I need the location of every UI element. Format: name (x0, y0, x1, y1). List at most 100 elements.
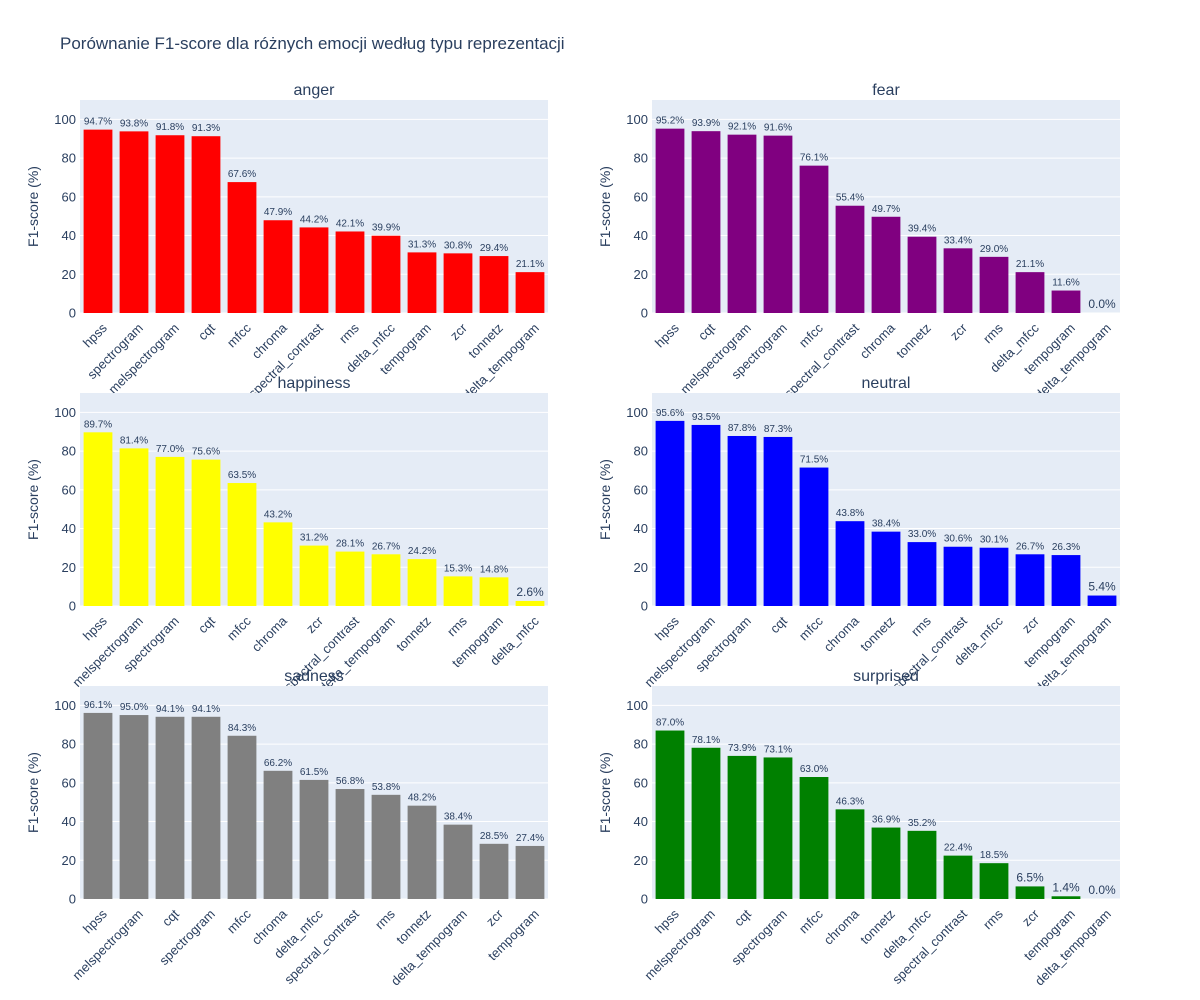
bar (979, 547, 1009, 606)
data-label: 63.5% (228, 470, 256, 481)
bar (155, 135, 185, 313)
bar (515, 600, 545, 606)
x-tick-label: cqt (695, 320, 718, 343)
y-tick-label: 0 (641, 306, 648, 321)
bar (119, 715, 149, 899)
bar (655, 420, 685, 606)
bar (119, 131, 149, 313)
subplot-title: surprised (853, 668, 919, 685)
x-tick-label: mfcc (224, 320, 254, 350)
bar (835, 205, 865, 313)
y-tick-label: 0 (641, 892, 648, 907)
data-label: 91.3% (192, 123, 220, 134)
x-tick-label: rms (372, 906, 398, 932)
y-tick-label: 40 (62, 228, 76, 243)
x-tick-label: hpss (652, 613, 682, 643)
bar (227, 483, 257, 606)
x-tick-label: tonnetz (893, 320, 934, 361)
y-tick-label: 40 (62, 814, 76, 829)
data-label: 15.3% (444, 563, 472, 574)
y-tick-label: 100 (626, 405, 648, 420)
bar (691, 131, 721, 313)
x-tick-label: zcr (483, 906, 506, 929)
data-label: 47.9% (264, 207, 292, 218)
bar (191, 716, 221, 899)
data-label: 28.5% (480, 831, 508, 842)
x-tick-label: rms (980, 906, 1006, 932)
x-tick-label: cqt (195, 613, 218, 636)
bar (479, 843, 509, 899)
data-label: 89.7% (84, 419, 112, 430)
bar (371, 794, 401, 899)
data-label: 53.8% (372, 782, 400, 793)
y-tick-label: 100 (626, 112, 648, 127)
x-tick-label: rms (336, 320, 362, 346)
bar (155, 456, 185, 606)
bar (835, 809, 865, 899)
data-label: 29.4% (480, 243, 508, 254)
data-label: 55.4% (836, 193, 864, 204)
data-label: 48.2% (408, 793, 436, 804)
data-label: 94.1% (156, 704, 184, 715)
bar (1087, 595, 1117, 606)
data-label: 0.0% (1088, 297, 1116, 311)
data-label: 33.0% (908, 529, 936, 540)
x-tick-label: mfcc (224, 906, 254, 936)
data-label: 56.8% (336, 776, 364, 787)
bar (83, 129, 113, 313)
x-tick-label: chroma (821, 906, 863, 948)
data-label: 93.8% (120, 118, 148, 129)
y-axis-label: F1-score (%) (597, 459, 613, 540)
subplot-title: sadness (284, 668, 344, 685)
bar (871, 827, 901, 899)
y-tick-label: 80 (62, 444, 76, 459)
data-label: 38.4% (444, 812, 472, 823)
bar (979, 863, 1009, 899)
x-tick-label: zcr (1019, 906, 1042, 929)
data-label: 1.4% (1052, 880, 1080, 894)
data-label: 30.1% (980, 535, 1008, 546)
bar (263, 522, 293, 606)
data-label: 35.2% (908, 818, 936, 829)
bar (83, 712, 113, 899)
bar (907, 542, 937, 606)
bar (1015, 886, 1045, 899)
bar (799, 777, 829, 899)
data-label: 26.7% (372, 541, 400, 552)
y-tick-label: 20 (62, 560, 76, 575)
y-tick-label: 100 (54, 405, 76, 420)
bar (479, 577, 509, 606)
bar (1015, 272, 1045, 313)
data-label: 93.9% (692, 118, 720, 129)
x-tick-label: hpss (80, 613, 110, 643)
data-label: 91.8% (156, 122, 184, 133)
data-label: 31.3% (408, 239, 436, 250)
y-tick-label: 20 (634, 267, 648, 282)
y-tick-label: 60 (634, 482, 648, 497)
data-label: 18.5% (980, 850, 1008, 861)
data-label: 43.8% (836, 508, 864, 519)
x-tick-label: zcr (447, 320, 470, 343)
bar (371, 235, 401, 313)
y-tick-label: 80 (634, 737, 648, 752)
bar (943, 248, 973, 313)
bar (907, 830, 937, 899)
y-axis-label: F1-score (%) (25, 166, 41, 247)
data-label: 84.3% (228, 723, 256, 734)
y-tick-label: 0 (69, 599, 76, 614)
data-label: 39.9% (372, 223, 400, 234)
data-label: 30.8% (444, 240, 472, 251)
bar (799, 467, 829, 606)
bar (155, 716, 185, 899)
data-label: 61.5% (300, 767, 328, 778)
bar (655, 730, 685, 899)
data-label: 87.3% (764, 424, 792, 435)
bar (191, 136, 221, 313)
y-tick-label: 60 (62, 482, 76, 497)
y-tick-label: 80 (62, 151, 76, 166)
x-tick-label: mfcc (224, 613, 254, 643)
x-tick-label: hpss (80, 906, 110, 936)
subplot-title: anger (294, 82, 336, 99)
x-tick-label: cqt (767, 613, 790, 636)
